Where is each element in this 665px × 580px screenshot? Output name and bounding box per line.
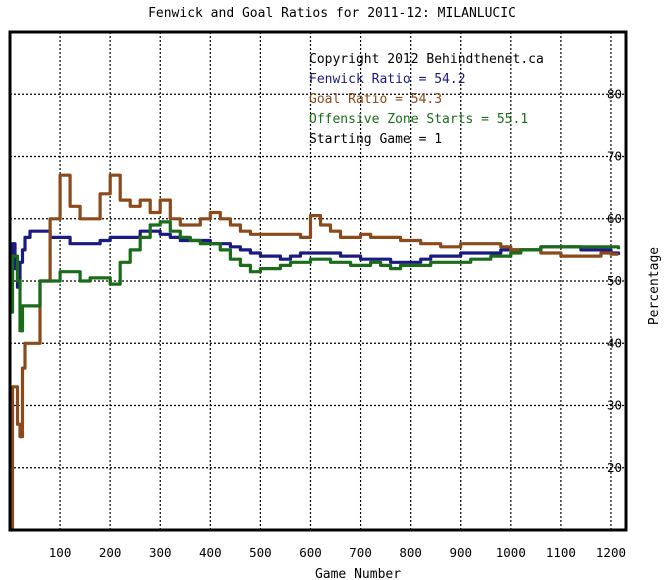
x-tick-label: 600 [299,545,322,560]
y-tick-label: 70 [607,149,622,164]
x-tick-label: 900 [449,545,472,560]
y-tick-label: 20 [607,460,622,475]
x-axis-ticks: 100 200 300 400 500 600 700 800 900 1000 1100 1200 [49,545,626,560]
plot-area-frame [8,30,628,532]
chart-title: Fenwick and Goal Ratios for 2011-12: MIL… [148,6,516,21]
x-axis-label: Game Number [315,567,401,580]
x-tick-label: 700 [349,545,372,560]
y-tick-label: 80 [607,86,622,101]
y-tick-label: 50 [607,273,622,288]
series-line-goal-ratio [10,173,619,532]
legend-entry: Offensive Zone Starts = 55.1 [309,112,528,127]
x-tick-label: 1100 [546,545,576,560]
legend-entry: Starting Game = 1 [309,132,442,147]
series-line-offensive-zone-starts [10,220,621,333]
y-tick-label: 60 [607,211,622,226]
grid [10,32,626,530]
legend: Copyright 2012 Behindthenet.ca Fenwick Ra… [309,52,544,147]
legend-entry: Fenwick Ratio = 54.2 [309,72,466,87]
x-tick-label: 200 [99,545,122,560]
x-tick-label: 100 [49,545,72,560]
y-axis-label: Percentage [647,247,662,325]
legend-entry: Goal Ratio = 54.3 [309,92,442,107]
x-tick-label: 400 [199,545,222,560]
x-tick-label: 500 [249,545,272,560]
series-lines [10,173,621,532]
x-tick-label: 800 [399,545,422,560]
x-tick-label: 1000 [496,545,526,560]
y-axis-ticks: 20 30 40 50 60 70 80 [607,86,622,475]
y-tick-label: 40 [607,335,622,350]
x-tick-label: 1200 [596,545,626,560]
legend-entry: Copyright 2012 Behindthenet.ca [309,52,544,67]
y-tick-label: 30 [607,398,622,413]
x-tick-label: 300 [149,545,172,560]
